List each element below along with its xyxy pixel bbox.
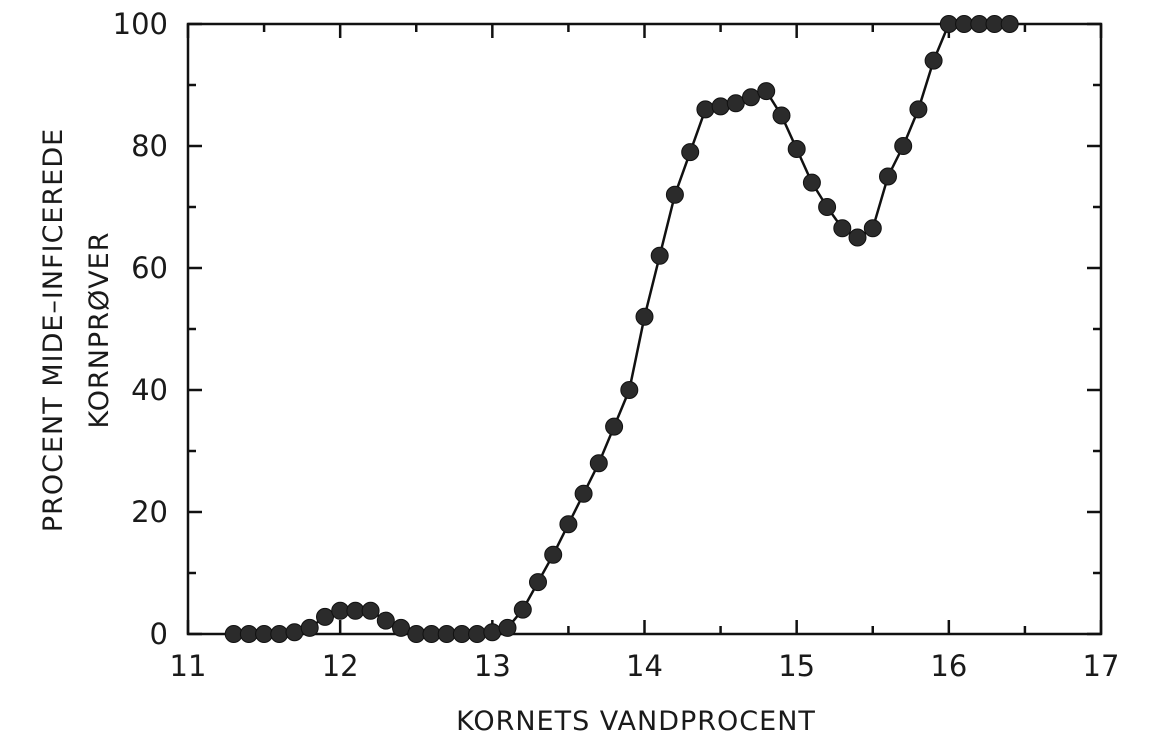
data-point — [955, 15, 974, 33]
data-point — [802, 173, 821, 192]
data-point — [635, 307, 654, 326]
data-point — [665, 185, 684, 204]
data-point — [742, 88, 760, 107]
data-point — [1000, 15, 1019, 33]
data-point — [346, 601, 365, 620]
x-tick-label: 14 — [626, 649, 663, 683]
y-axis-title-line-1: PROCENT MIDE–INFICEREDE — [38, 128, 69, 532]
data-point — [529, 573, 547, 592]
y-tick-label: 100 — [113, 7, 168, 41]
data-point — [513, 600, 532, 619]
x-tick-label: 17 — [1083, 649, 1120, 683]
data-point — [316, 607, 334, 626]
data-point — [574, 484, 593, 503]
data-point — [909, 100, 928, 119]
x-tick-label: 13 — [474, 649, 511, 683]
data-point — [620, 381, 639, 399]
data-point — [224, 625, 243, 643]
data-point — [559, 515, 578, 534]
data-point — [818, 198, 837, 216]
data-point — [407, 625, 426, 643]
y-tick-label: 0 — [150, 617, 168, 651]
x-tick-label: 11 — [170, 649, 207, 683]
y-tick-label: 60 — [131, 251, 168, 285]
data-point — [361, 601, 380, 620]
data-point — [589, 454, 608, 473]
y-tick-label: 80 — [131, 129, 168, 163]
data-point — [939, 15, 958, 33]
data-point — [787, 140, 806, 158]
data-point — [452, 625, 471, 643]
x-tick-label: 15 — [778, 649, 815, 683]
data-point — [392, 618, 410, 637]
x-tick-label: 16 — [930, 649, 967, 683]
data-point — [681, 143, 700, 162]
data-point — [270, 625, 289, 643]
data-point — [300, 618, 319, 637]
data-point — [696, 100, 715, 119]
data-point — [544, 545, 563, 564]
data-point — [605, 417, 624, 436]
y-axis-title-line-2: KORNPRØVER — [84, 231, 115, 428]
data-point — [437, 625, 456, 643]
plot-frame — [186, 22, 1103, 636]
x-axis-title: KORNETS VANDPROCENT — [456, 706, 816, 737]
data-point — [879, 167, 897, 186]
data-point — [255, 625, 274, 643]
data-point — [239, 625, 258, 643]
data-point — [498, 618, 517, 637]
data-point — [711, 97, 730, 116]
data-point — [422, 625, 441, 643]
data-point — [483, 623, 502, 642]
data-point — [376, 611, 395, 630]
data-point — [985, 15, 1004, 33]
x-tick-label: 12 — [322, 649, 359, 683]
data-point — [863, 219, 882, 238]
data-point — [924, 51, 943, 70]
axis-ticks — [186, 22, 1103, 636]
tick-labels: 11 12 13 14 15 16 17 0 20 40 60 80 100 — [113, 7, 1120, 683]
data-point — [468, 625, 487, 643]
data-point — [726, 94, 745, 113]
data-point — [833, 219, 852, 238]
series-layer — [224, 15, 1019, 643]
data-point — [894, 137, 913, 155]
data-point — [970, 15, 989, 33]
data-point — [757, 82, 776, 101]
series-line — [233, 22, 1010, 636]
y-tick-label: 20 — [131, 495, 168, 529]
data-point — [331, 601, 350, 620]
y-tick-label: 40 — [131, 373, 168, 407]
data-point — [285, 623, 304, 642]
data-point — [650, 246, 669, 265]
data-point — [848, 228, 867, 247]
data-point — [772, 106, 791, 125]
